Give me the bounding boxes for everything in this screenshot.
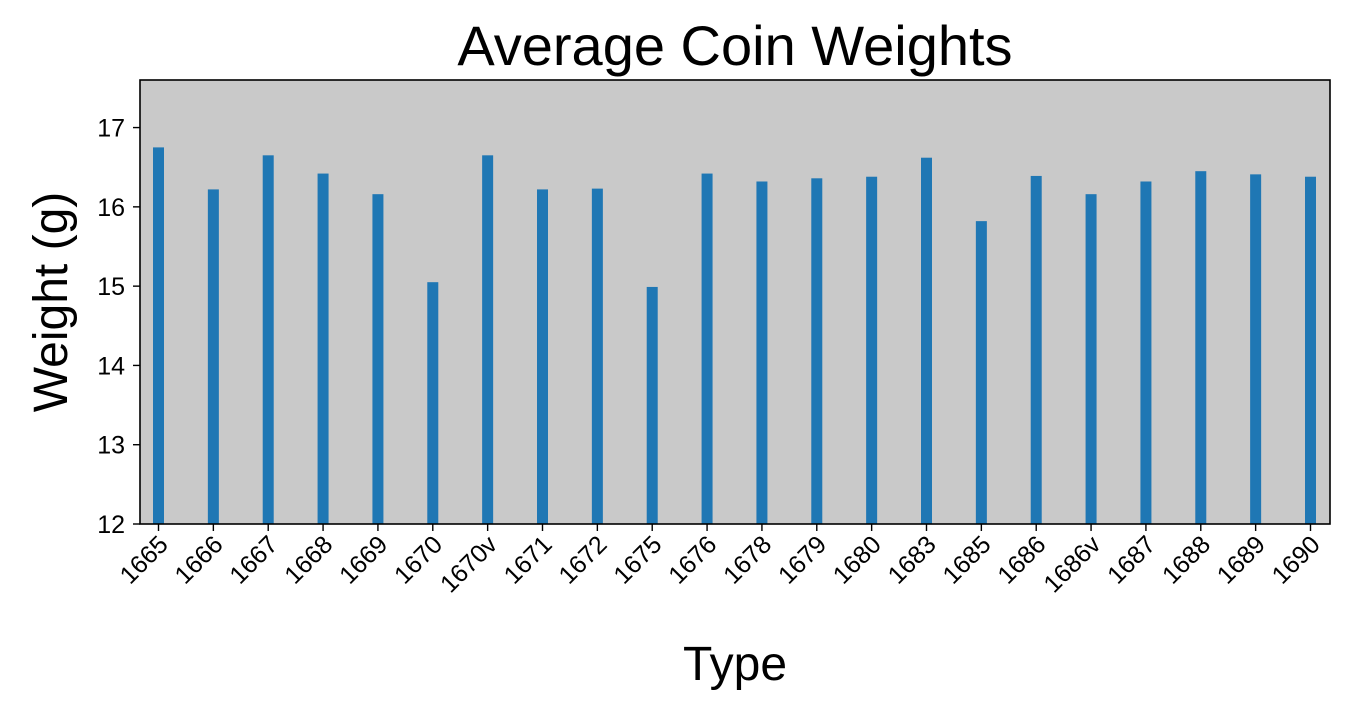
bar-1690 xyxy=(1305,176,1316,525)
x-tick-label: 1679 xyxy=(773,530,832,589)
y-tick-label: 13 xyxy=(97,432,125,460)
y-axis-label: Weight (g) xyxy=(25,192,78,413)
plot-area xyxy=(140,80,1330,524)
x-tick-label: 1685 xyxy=(937,530,996,589)
bar-1665 xyxy=(153,147,164,524)
bar-1666 xyxy=(207,189,219,524)
bar-1687 xyxy=(1140,181,1152,525)
x-tick-label: 1687 xyxy=(1102,530,1161,589)
bar-1689 xyxy=(1250,174,1262,524)
x-tick-label: 1665 xyxy=(115,530,174,589)
x-tick-label: 1680 xyxy=(828,530,887,589)
x-tick-label: 1667 xyxy=(224,530,283,589)
bar-1686v xyxy=(1085,194,1097,525)
x-tick-label: 1670v xyxy=(435,530,503,598)
x-axis-label: Type xyxy=(683,638,787,691)
x-tick-label: 1669 xyxy=(334,530,393,589)
bar-1672 xyxy=(591,188,603,524)
x-tick-label: 1690 xyxy=(1267,530,1326,589)
bar-1679 xyxy=(811,178,823,524)
bar-1680 xyxy=(866,176,878,525)
bar-1688 xyxy=(1195,171,1207,524)
bars-group xyxy=(153,147,1316,525)
x-tick-label: 1675 xyxy=(608,530,667,589)
y-tick-label: 12 xyxy=(97,511,125,539)
chart-title: Average Coin Weights xyxy=(457,14,1012,77)
y-tick-label: 17 xyxy=(97,115,125,143)
x-axis-ticks: 1665166616671668166916701670v16711672167… xyxy=(115,524,1326,598)
plot-frame xyxy=(139,79,1331,525)
bar-1671 xyxy=(537,189,548,524)
x-tick-label: 1689 xyxy=(1212,530,1271,589)
x-tick-label: 1666 xyxy=(169,530,228,589)
x-tick-label: 1671 xyxy=(499,530,558,589)
bar-1670 xyxy=(427,282,439,524)
bar-1669 xyxy=(372,194,384,525)
bar-1675 xyxy=(646,286,658,524)
bar-1676 xyxy=(701,173,713,524)
x-tick-label: 1683 xyxy=(883,530,942,589)
bar-1678 xyxy=(756,181,768,525)
y-axis-ticks: 12 13 14 15 16 17 xyxy=(97,115,140,539)
x-tick-label: 1676 xyxy=(663,530,722,589)
bar-1667 xyxy=(262,155,274,524)
bar-1668 xyxy=(317,173,329,524)
bar-1670v xyxy=(482,155,494,524)
bar-1686 xyxy=(1030,175,1042,524)
x-tick-label: 1688 xyxy=(1157,530,1216,589)
y-tick-label: 14 xyxy=(97,352,125,380)
x-tick-label: 1668 xyxy=(279,530,338,589)
x-tick-label: 1678 xyxy=(718,530,777,589)
bar-1683 xyxy=(921,157,932,524)
x-tick-label: 1672 xyxy=(553,530,612,589)
y-tick-label: 16 xyxy=(97,194,125,222)
bar-1685 xyxy=(975,221,987,524)
y-tick-label: 15 xyxy=(97,273,125,301)
x-tick-label: 1686v xyxy=(1038,530,1106,598)
